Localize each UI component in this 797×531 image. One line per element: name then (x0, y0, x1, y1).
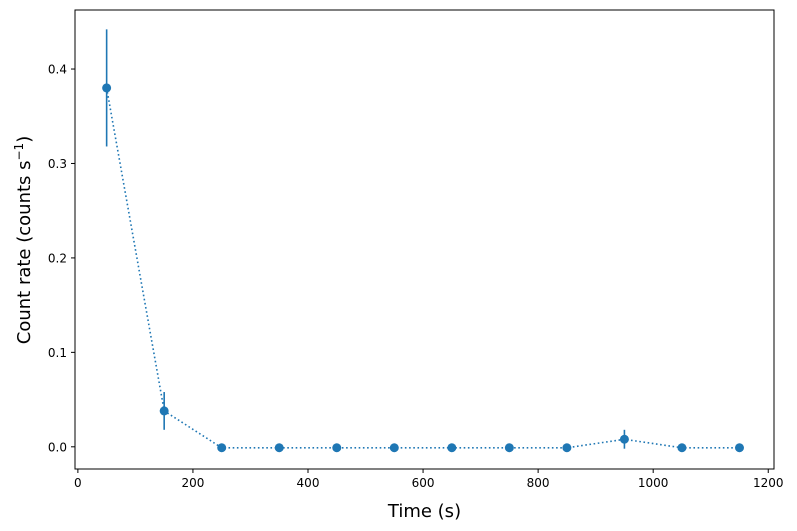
x-tick-label: 600 (412, 476, 435, 490)
data-point (562, 443, 572, 453)
data-point (332, 443, 342, 453)
data-point (274, 443, 284, 453)
data-point-layer (102, 83, 744, 453)
data-point (217, 443, 227, 453)
y-tick-label: 0.0 (48, 440, 67, 454)
x-tick-label: 400 (297, 476, 320, 490)
y-axis-title-main: Count rate (counts s (14, 160, 35, 344)
y-tick-label: 0.1 (48, 346, 67, 360)
data-point (389, 443, 399, 453)
y-axis-title-close: ) (14, 136, 35, 143)
x-axis-title: Time (s) (387, 501, 461, 522)
x-tick-label: 1200 (753, 476, 784, 490)
y-axis-ticks: 0.0 0.1 0.2 0.3 0.4 (48, 63, 75, 454)
series-line (105, 87, 740, 449)
series-line-layer (105, 87, 740, 449)
x-tick-label: 200 (181, 476, 204, 490)
y-tick-label: 0.4 (48, 63, 67, 77)
plot-background (75, 10, 774, 469)
data-point (734, 443, 744, 453)
y-tick-label: 0.3 (48, 157, 67, 171)
data-point (447, 443, 457, 453)
data-point (504, 443, 514, 453)
x-tick-label: 800 (527, 476, 550, 490)
x-tick-label: 0 (74, 476, 82, 490)
y-tick-label: 0.2 (48, 251, 67, 265)
data-point (677, 443, 687, 453)
data-point (619, 434, 629, 444)
x-axis-ticks: 0 200 400 600 800 1000 1200 (74, 469, 784, 490)
data-point (102, 83, 112, 93)
data-point (159, 406, 169, 416)
y-axis-title-superscript: −1 (12, 143, 26, 161)
y-axis-title: Count rate (counts s−1) (12, 136, 35, 344)
x-tick-label: 1000 (638, 476, 669, 490)
plot-frame (74, 9, 775, 470)
